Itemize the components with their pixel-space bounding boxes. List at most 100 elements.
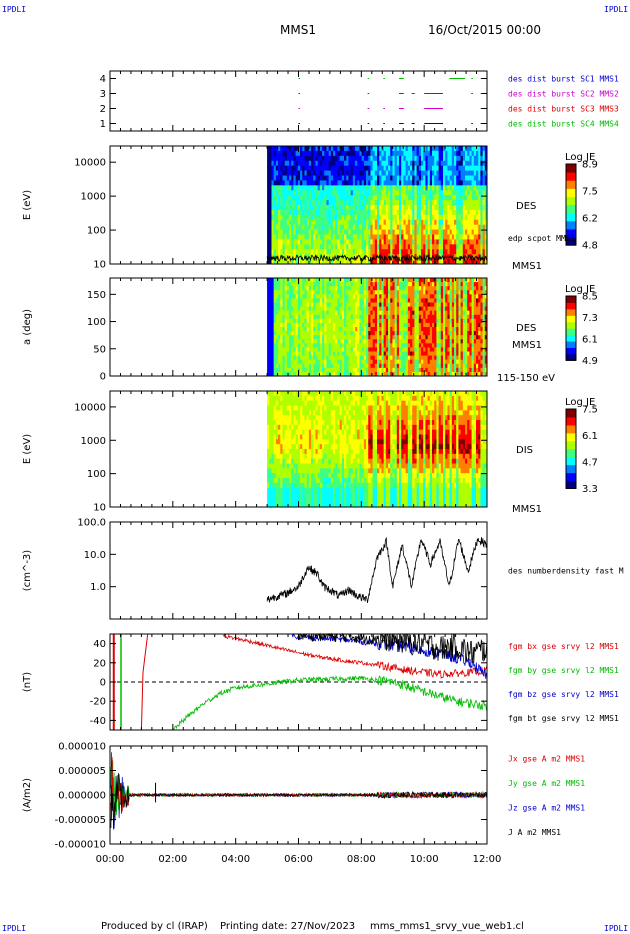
heatmap-cell: [418, 190, 422, 196]
heatmap-cell: [458, 249, 462, 255]
heatmap-cell: [275, 302, 279, 307]
heatmap-cell: [311, 214, 314, 221]
heatmap-cell: [282, 286, 286, 291]
heatmap-cell: [363, 180, 367, 186]
heatmap-cell: [278, 214, 281, 221]
heatmap-cell: [326, 150, 330, 157]
heatmap-cell: [473, 146, 477, 152]
heatmap-cell: [366, 214, 369, 221]
heatmap-cell: [308, 234, 312, 240]
heatmap-cell: [297, 180, 301, 186]
heatmap-cell: [275, 155, 279, 162]
heatmap-cell: [390, 249, 393, 255]
heatmap-cell: [304, 351, 308, 356]
heatmap-cell: [363, 165, 367, 171]
heatmap-cell: [469, 244, 473, 250]
heatmap-cell: [293, 278, 297, 283]
heatmap-cell: [282, 318, 286, 324]
heatmap-cell: [460, 229, 464, 235]
heatmap-cell: [333, 219, 336, 226]
heatmap-cell: [410, 244, 413, 250]
heatmap-cell: [278, 302, 281, 307]
heatmap-cell: [271, 239, 275, 245]
heatmap-cell: [412, 185, 415, 191]
heatmap-cell: [377, 259, 380, 265]
heatmap-cell: [374, 195, 378, 201]
heatmap-cell: [315, 150, 319, 157]
heatmap-cell: [286, 224, 290, 230]
heatmap-cell: [337, 214, 341, 221]
heatmap-cell: [405, 165, 409, 171]
heatmap-cell: [357, 254, 360, 260]
heatmap-cell: [311, 306, 314, 312]
heatmap-cell: [346, 146, 349, 152]
heatmap-cell: [278, 359, 281, 365]
heatmap-cell: [366, 229, 369, 235]
heatmap-cell: [297, 150, 301, 157]
heatmap-cell: [458, 200, 462, 206]
heatmap-cell: [366, 259, 369, 265]
heatmap-cell: [418, 170, 422, 176]
heatmap-cell: [339, 200, 343, 206]
heatmap-cell: [344, 239, 347, 245]
heatmap-cell: [359, 155, 363, 162]
heatmap-cells: [267, 146, 488, 265]
heatmap-cell: [445, 195, 448, 201]
heatmap-cell: [377, 234, 380, 240]
heatmap-cell: [478, 150, 481, 157]
heatmap-cell: [326, 214, 330, 221]
heatmap-cell: [297, 314, 301, 320]
heatmap-cell: [412, 190, 415, 196]
heatmap-cell: [300, 355, 303, 361]
heatmap-cell: [385, 165, 389, 171]
heatmap-cell: [308, 219, 312, 226]
heatmap-cell: [306, 146, 310, 152]
heatmap-cell: [273, 331, 277, 336]
heatmap-cell: [462, 200, 466, 206]
heatmap-cell: [335, 239, 338, 245]
heatmap-cell: [317, 195, 321, 201]
heatmap-cell: [333, 146, 336, 152]
heatmap-cell: [289, 229, 292, 235]
heatmap-cell: [432, 165, 435, 171]
heatmap-cell: [308, 170, 312, 176]
heatmap-cell: [368, 249, 371, 255]
heatmap-cell: [289, 351, 292, 356]
heatmap-cell: [399, 259, 402, 265]
colorbar-step: [566, 164, 576, 173]
heatmap-cell: [372, 175, 376, 181]
heatmap-cell: [449, 224, 453, 230]
heatmap-cell: [361, 155, 365, 162]
heatmap-cell: [458, 234, 462, 240]
heatmap-cell: [368, 219, 371, 226]
heatmap-cell: [462, 229, 466, 235]
heatmap-cell: [308, 347, 312, 352]
heatmap-cell: [454, 180, 457, 186]
heatmap-cell: [465, 160, 468, 167]
heatmap-cell: [275, 219, 279, 226]
heatmap-cell: [385, 180, 389, 186]
heatmap-cell: [473, 185, 477, 191]
heatmap-cell: [286, 175, 290, 181]
heatmap-cell: [289, 160, 292, 167]
heatmap-cell: [293, 306, 297, 312]
heatmap-cell: [366, 146, 369, 152]
heatmap-cell: [275, 160, 279, 167]
heatmap-cell: [484, 195, 488, 201]
colorbar-tick-label: 8.9: [582, 160, 598, 171]
heatmap-cell: [414, 146, 418, 152]
heatmap-cell: [335, 165, 338, 171]
heatmap-cell: [471, 150, 475, 157]
heatmap-cell: [462, 239, 466, 245]
heatmap-cell: [275, 318, 279, 324]
heatmap-cell: [348, 259, 352, 265]
heatmap-cell: [469, 209, 473, 216]
heatmap-cell: [284, 298, 288, 303]
heatmap-cell: [293, 205, 297, 211]
heatmap-cell: [289, 367, 292, 373]
heatmap-cell: [273, 180, 277, 186]
heatmap-cell: [282, 302, 286, 307]
heatmap-cell: [372, 146, 376, 152]
heatmap-cell: [339, 190, 343, 196]
heatmap-cell: [357, 239, 360, 245]
